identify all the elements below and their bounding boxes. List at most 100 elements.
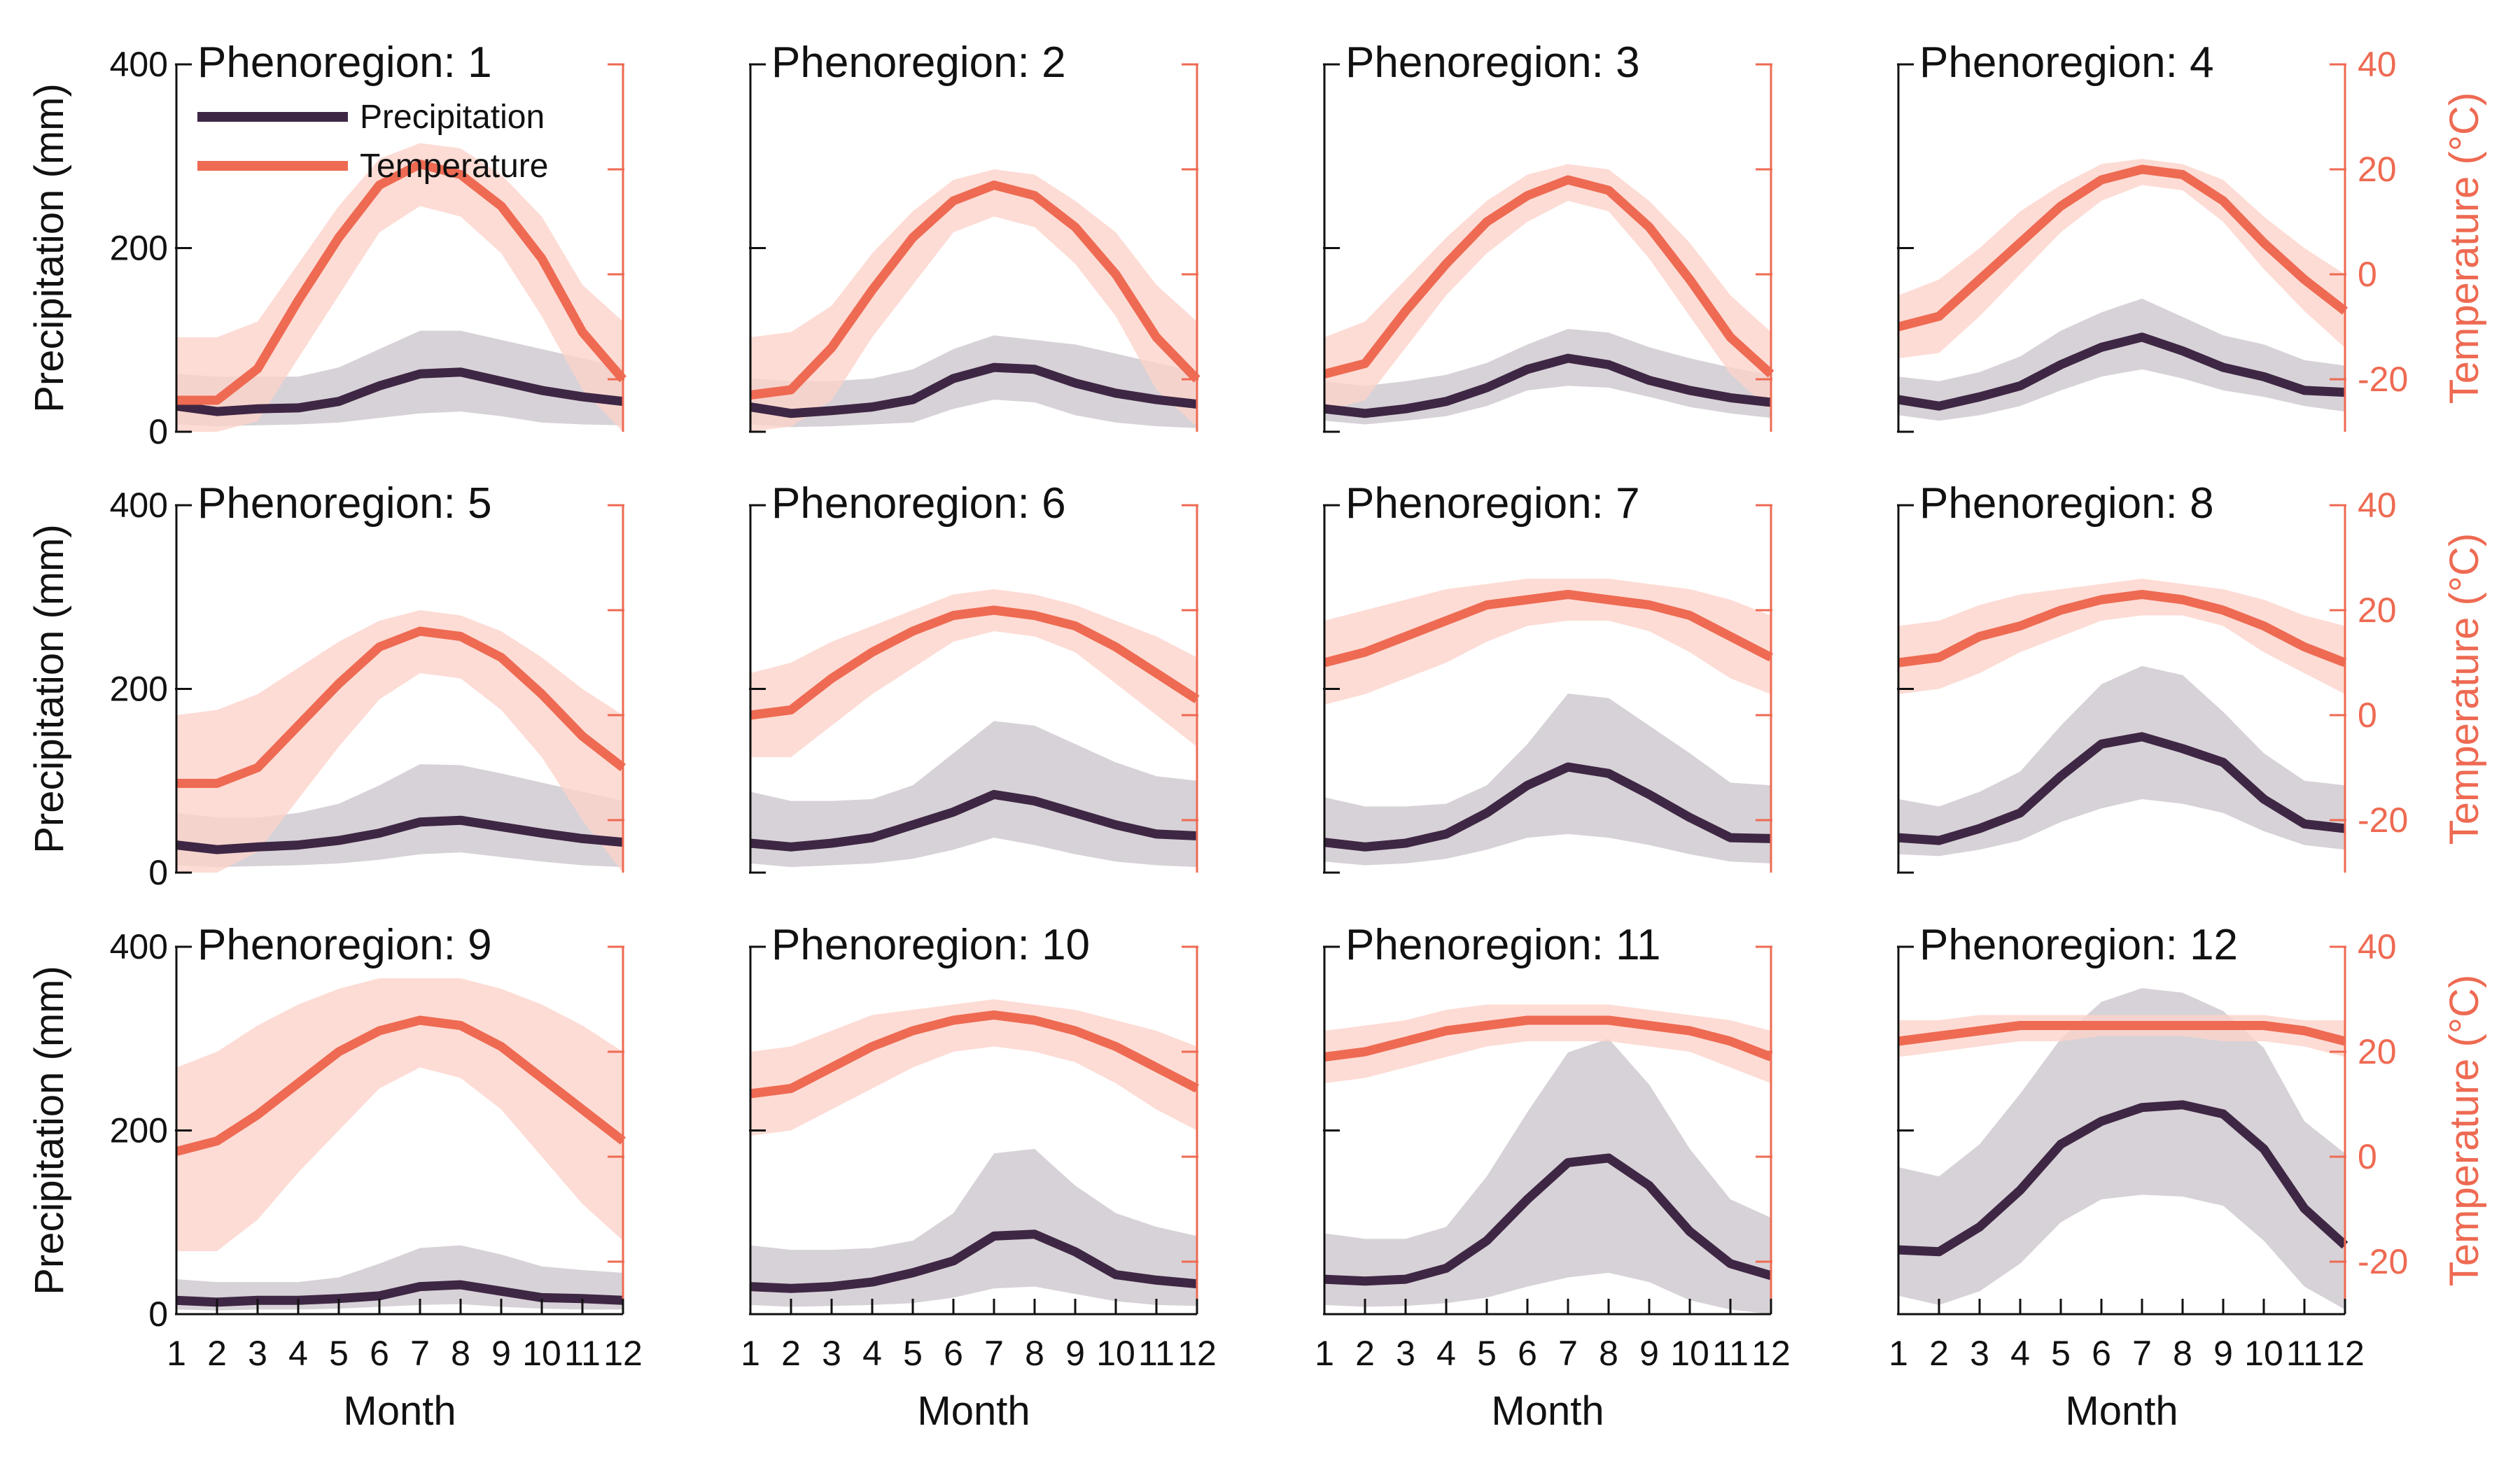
x-tick-label: 8 [451,1334,470,1373]
x-axis-label: Month [1491,1388,1604,1434]
panel-phenoregion-5: 0 200 400 Precipitation (mm) Phenoregion: 5 [27,479,626,892]
right-tick-label: 0 [2358,255,2377,294]
temp-line [750,181,1200,400]
temp-range-band [1898,579,2345,694]
x-tick-label: 5 [903,1334,923,1373]
temp-line [176,626,626,788]
x-tick-label: 9 [491,1334,511,1373]
left-axis-label: Precipitation (mm) [27,524,72,854]
panel-title: Phenoregion: 10 [771,921,1090,969]
temp-line [1324,1015,1773,1062]
precip-line [750,1229,1198,1293]
temp-range-band [176,978,623,1251]
x-tick-label: 6 [944,1334,963,1373]
panel-title: Phenoregion: 1 [197,38,492,87]
right-tick-label: 20 [2358,1032,2397,1071]
x-tick-label: 2 [781,1334,801,1373]
precip-range-band [750,1148,1197,1307]
left-tick-label: 400 [110,486,168,525]
left-tick-label: 200 [110,670,168,709]
precip-line [1897,332,2346,411]
x-axis-label: Month [343,1388,456,1434]
panel-phenoregion-4: -20 0 20 40 Temperature (°C) Phenoregion: 4 [1897,38,2487,433]
right-tick-label: 0 [2358,1137,2377,1176]
x-tick-label: 6 [370,1334,389,1373]
temp-line [750,1010,1199,1099]
x-tick-label: 2 [207,1334,227,1373]
x-tick-label: 4 [2010,1334,2030,1373]
right-tick-label: -20 [2358,360,2408,399]
x-tick-label: 5 [1477,1334,1497,1373]
x-tick-label: 10 [1670,1334,1709,1373]
x-tick-label: 9 [1065,1334,1085,1373]
temp-range-band [1324,164,1771,411]
x-tick-label: 11 [1138,1334,1175,1373]
panel-title: Phenoregion: 4 [1919,38,2214,87]
temp-line [1898,1021,2346,1046]
precip-line [750,789,1198,852]
left-tick-label: 200 [110,229,168,268]
x-tick-label: 7 [2132,1334,2152,1373]
precip-range-band [1898,988,2345,1310]
x-tick-label: 3 [248,1334,267,1373]
left-tick-label: 0 [148,1295,168,1334]
temp-line [176,160,626,405]
temp-line [1323,590,1773,668]
right-tick-label: -20 [2358,1242,2408,1281]
right-tick-label: 0 [2358,696,2377,735]
temp-line [1898,590,2347,668]
panel-title: Phenoregion: 12 [1919,921,2238,969]
panel-phenoregion-6: Phenoregion: 6 [749,479,1200,874]
x-tick-label: 11 [2286,1334,2323,1373]
panel-phenoregion-7: Phenoregion: 7 [1323,479,1773,874]
precip-line [749,362,1198,418]
right-tick-label: 20 [2358,150,2397,189]
panel-phenoregion-1: 0 200 400 Precipitation (mm) Phenoregion: 1 P… [27,38,626,451]
x-tick-label: 9 [2213,1334,2233,1373]
x-tick-label: 10 [2244,1334,2283,1373]
precip-line [1898,1100,2348,1257]
x-tick-label: 5 [2051,1334,2071,1373]
temp-line [175,1015,626,1156]
left-tick-label: 0 [148,853,168,892]
temp-line [1323,175,1774,379]
x-tick-label: 2 [1355,1334,1375,1373]
x-tick-label: 7 [1558,1334,1578,1373]
x-tick-label: 10 [1096,1334,1135,1373]
precip-line [1324,1153,1772,1286]
x-tick-label: 3 [822,1334,841,1373]
temp-line [1897,164,2348,332]
x-tick-label: 11 [564,1334,601,1373]
x-tick-label: 1 [741,1334,760,1373]
x-tick-label: 4 [288,1334,308,1373]
precip-line [176,815,624,854]
x-tick-label: 1 [1315,1334,1334,1373]
panel-phenoregion-3: Phenoregion: 3 [1323,38,1774,433]
temp-range-band [176,610,623,873]
panel-title: Phenoregion: 2 [771,38,1066,87]
panel-title: Phenoregion: 11 [1345,921,1660,969]
x-axis-label: Month [917,1388,1030,1434]
panel-title: Phenoregion: 9 [197,921,492,969]
x-tick-label: 10 [522,1334,561,1373]
right-axis-label: Temperature (°C) [2442,975,2487,1286]
x-tick-label: 7 [410,1334,430,1373]
right-tick-label: -20 [2358,801,2408,840]
x-axis-label: Month [2065,1388,2178,1434]
right-tick-label: 20 [2358,591,2397,630]
precip-line [1324,353,1772,418]
x-tick-label: 12 [1751,1334,1791,1373]
panel-title: Phenoregion: 7 [1345,479,1640,528]
panel-title: Phenoregion: 5 [197,479,492,528]
x-tick-label: 5 [329,1334,349,1373]
x-tick-label: 2 [1929,1334,1949,1373]
left-tick-label: 400 [110,45,168,84]
right-axis-label: Temperature (°C) [2442,533,2487,845]
right-axis-label: Temperature (°C) [2442,92,2487,404]
x-tick-label: 1 [1889,1334,1908,1373]
precip-line [176,367,624,416]
panel-title: Phenoregion: 3 [1345,38,1640,87]
